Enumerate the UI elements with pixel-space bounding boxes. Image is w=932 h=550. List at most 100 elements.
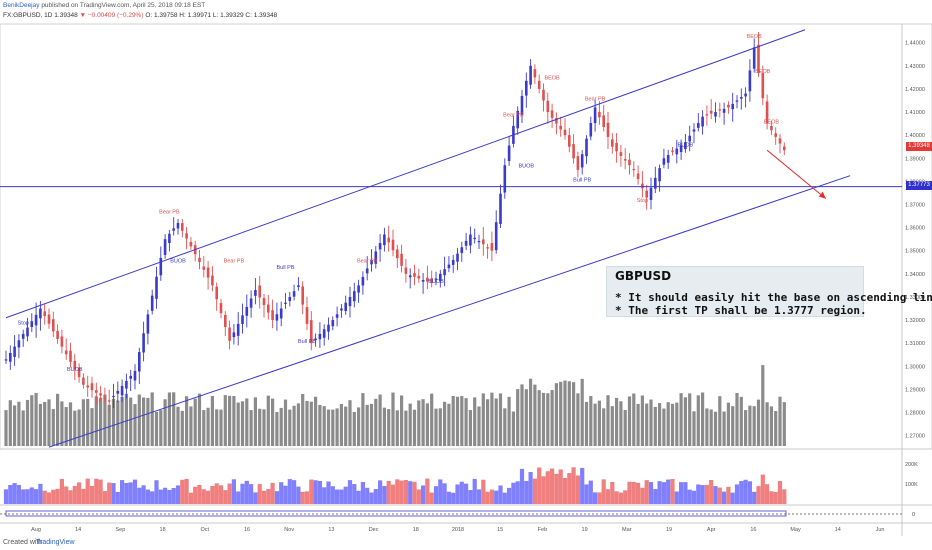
candle-body xyxy=(189,241,193,247)
oscillator-bar xyxy=(25,489,30,504)
volume-bar xyxy=(60,401,64,446)
signal-label: BEOB xyxy=(544,76,560,82)
oscillator-bar xyxy=(696,484,701,504)
candle-body xyxy=(671,150,674,152)
candle-body xyxy=(284,302,287,304)
volume-bar xyxy=(365,404,369,446)
oscillator-bar xyxy=(657,481,662,504)
volume-bar xyxy=(701,392,705,446)
signal-label: BUOB xyxy=(678,143,694,149)
volume-bar xyxy=(606,395,610,446)
trend-lines xyxy=(0,29,902,448)
volume-bar xyxy=(434,408,438,446)
candle-body xyxy=(374,251,378,264)
candle-body xyxy=(69,350,72,362)
time-tick-label: 14 xyxy=(835,527,841,533)
candle-body xyxy=(783,146,786,151)
candle-body xyxy=(297,285,300,287)
oscillator-bar xyxy=(468,490,473,504)
candle-body xyxy=(9,352,12,362)
volume-bar xyxy=(438,408,442,446)
volume-bar xyxy=(765,402,769,446)
volume-bar xyxy=(615,397,619,446)
oscillator-bar xyxy=(769,491,774,504)
footer-brand-link[interactable]: TradingView xyxy=(36,539,75,546)
candle-body xyxy=(60,336,64,347)
price-tick-label: 1.43000 xyxy=(905,64,925,70)
oscillator-bar xyxy=(709,479,714,504)
volume-bar xyxy=(391,392,395,446)
volume-bar xyxy=(563,380,567,446)
time-tick-label: Jun xyxy=(876,527,885,533)
oscillator-bar xyxy=(472,478,477,504)
volume-bar xyxy=(167,392,171,446)
candle-body xyxy=(765,101,769,124)
volume-bar xyxy=(537,390,541,446)
volume-bar xyxy=(619,401,623,446)
oscillator-bar xyxy=(378,480,383,504)
volume-bar xyxy=(666,402,670,446)
oscillator-bar xyxy=(72,485,77,504)
oscillator-bar xyxy=(765,484,770,504)
candle-body xyxy=(400,253,403,266)
time-tick-label: 15 xyxy=(497,527,503,533)
time-tick-label: 16 xyxy=(244,527,250,533)
oscillator-bar xyxy=(150,491,155,504)
sub-indicator-band xyxy=(5,510,787,517)
candle-body xyxy=(262,298,266,306)
candle-body xyxy=(288,296,292,302)
oscillator-bar xyxy=(68,490,73,504)
candle-body xyxy=(396,249,399,259)
volume-bar xyxy=(722,411,726,446)
oscillator-bar xyxy=(631,481,636,504)
volume-bar xyxy=(739,396,743,446)
oscillator-bar xyxy=(752,491,757,504)
oscillator-bar xyxy=(476,489,482,504)
signal-label: BEOB xyxy=(764,120,780,126)
candle-body xyxy=(589,123,593,137)
candle-body xyxy=(150,295,154,311)
volume-bar xyxy=(623,410,627,446)
signal-label: BUOB xyxy=(67,367,83,373)
author-link[interactable]: BenikDeejay xyxy=(3,2,40,9)
candle-body xyxy=(413,273,416,277)
volume-bar xyxy=(124,393,128,446)
volume-bar xyxy=(404,410,408,446)
candle-body xyxy=(202,266,206,270)
candle-body xyxy=(426,277,429,282)
oscillator-bar xyxy=(382,485,387,504)
chart-grid xyxy=(0,23,932,536)
candle-body xyxy=(499,193,502,224)
volume-bar xyxy=(296,403,300,446)
volume-bar xyxy=(133,404,137,446)
price-tick-label: 1.40000 xyxy=(905,133,925,139)
candle-body xyxy=(529,65,532,85)
oscillator-bar xyxy=(666,479,671,504)
candle-body xyxy=(718,109,722,111)
volume-bar xyxy=(47,399,51,446)
price-tick-label: 1.28000 xyxy=(905,410,925,416)
oscillator-bar xyxy=(618,492,623,504)
volume-bar xyxy=(675,402,679,446)
oscillator-bar xyxy=(94,478,99,504)
oscillator-bar xyxy=(120,480,125,504)
candle-body xyxy=(279,308,283,319)
volume-bar xyxy=(516,389,520,446)
time-tick-label: Sep xyxy=(116,527,126,533)
candle-body xyxy=(593,107,597,124)
sub-indicator-pane: 0 xyxy=(0,510,915,518)
oscillator-bar xyxy=(640,487,645,504)
candle-body xyxy=(533,69,537,78)
oscillator-bar xyxy=(64,486,69,504)
oscillator-bar xyxy=(537,467,542,504)
oscillator-bar xyxy=(201,489,206,504)
volume-bar xyxy=(541,392,546,446)
candle-body xyxy=(658,168,661,182)
oscillator-bar xyxy=(335,489,340,504)
volume-bar xyxy=(692,411,696,446)
candle-body xyxy=(249,298,253,308)
price-tick-label: 1.37000 xyxy=(905,202,925,208)
candle-body xyxy=(64,350,68,355)
candle-body xyxy=(688,135,691,142)
